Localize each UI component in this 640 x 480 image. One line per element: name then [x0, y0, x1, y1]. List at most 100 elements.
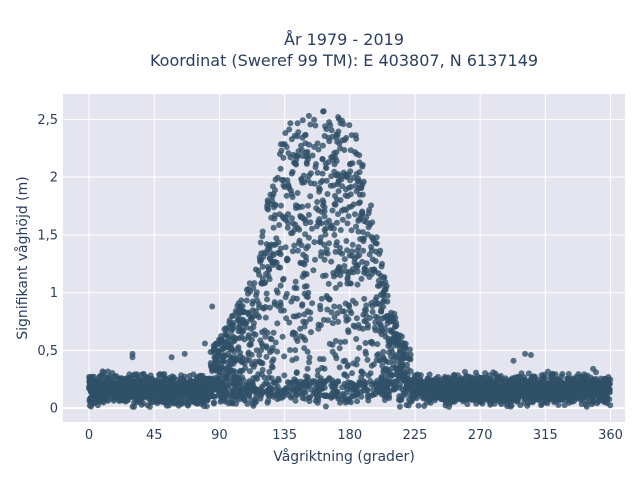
data-point	[334, 138, 341, 145]
data-point	[289, 215, 295, 222]
data-point	[256, 271, 262, 278]
data-point	[192, 377, 199, 384]
data-point	[384, 292, 391, 299]
data-point	[293, 152, 300, 159]
data-point	[358, 388, 364, 395]
data-point	[269, 344, 276, 351]
data-point	[284, 224, 291, 231]
data-point	[460, 387, 467, 394]
data-point	[498, 384, 505, 391]
data-point	[218, 369, 225, 376]
data-point	[103, 391, 110, 397]
data-point	[291, 284, 298, 291]
data-point	[318, 208, 325, 215]
data-point	[564, 378, 571, 385]
data-point	[342, 338, 349, 345]
data-point	[601, 398, 607, 405]
data-point	[415, 402, 422, 409]
data-point	[382, 325, 388, 332]
data-point	[321, 241, 328, 248]
data-point	[282, 244, 289, 251]
data-point	[367, 314, 373, 321]
data-point	[368, 202, 375, 209]
data-point	[561, 402, 568, 409]
data-point	[426, 397, 433, 404]
data-point	[337, 227, 344, 233]
data-point	[121, 396, 128, 403]
data-point	[102, 378, 109, 385]
data-point	[245, 332, 252, 339]
data-point	[329, 207, 336, 214]
data-point	[324, 250, 331, 257]
data-point	[361, 218, 368, 225]
data-point	[347, 307, 353, 314]
data-point	[289, 168, 296, 175]
chart-title-line2: Koordinat (Sweref 99 TM): E 403807, N 61…	[150, 51, 538, 70]
data-point	[342, 173, 349, 180]
x-tick-label: 315	[533, 428, 558, 443]
data-point	[207, 360, 214, 367]
data-point	[346, 396, 353, 403]
data-point	[355, 200, 362, 207]
data-point	[270, 329, 277, 336]
data-point	[438, 386, 444, 393]
data-point	[491, 372, 498, 379]
data-point	[312, 164, 319, 171]
data-point	[225, 335, 232, 342]
data-point	[327, 182, 334, 189]
data-point	[333, 242, 340, 249]
data-point	[332, 248, 339, 255]
data-point	[321, 133, 328, 139]
data-point	[318, 382, 325, 389]
data-point	[332, 352, 339, 359]
x-tick-label: 225	[403, 428, 428, 443]
data-point	[334, 310, 341, 317]
data-point	[276, 151, 283, 157]
data-point	[302, 140, 309, 147]
data-point	[589, 391, 596, 398]
data-point	[335, 114, 342, 121]
data-point	[230, 334, 237, 340]
data-point	[266, 304, 273, 311]
data-point	[281, 372, 288, 379]
data-point	[322, 378, 329, 384]
data-point	[362, 340, 369, 346]
data-point	[277, 282, 284, 289]
data-point	[290, 220, 296, 227]
data-point	[211, 399, 217, 406]
data-point	[522, 350, 529, 357]
data-point	[461, 396, 468, 403]
x-tick-label: 0	[85, 428, 93, 443]
data-point	[301, 345, 308, 352]
data-point	[311, 239, 318, 246]
data-point	[344, 193, 351, 200]
data-point	[342, 186, 349, 193]
data-point	[358, 368, 365, 375]
data-point	[367, 339, 374, 346]
data-point	[444, 395, 451, 402]
data-point	[260, 304, 267, 311]
data-point	[386, 349, 392, 356]
data-point	[256, 352, 263, 359]
data-point	[277, 299, 284, 306]
data-point	[353, 336, 360, 342]
data-point	[256, 301, 262, 308]
data-point	[556, 385, 563, 392]
data-point	[303, 271, 310, 278]
x-axis-label: Vågriktning (grader)	[273, 448, 415, 465]
data-point	[569, 390, 576, 397]
data-point	[163, 402, 170, 409]
data-point	[243, 297, 250, 304]
data-point	[227, 357, 234, 364]
data-point	[359, 191, 366, 198]
data-point	[312, 122, 319, 129]
data-point	[350, 381, 357, 388]
data-point	[210, 342, 217, 349]
data-point	[236, 396, 242, 403]
data-point	[239, 303, 246, 309]
data-point	[512, 374, 519, 381]
data-point	[331, 232, 338, 238]
y-tick-label: 1	[50, 286, 58, 301]
data-point	[305, 155, 312, 162]
data-point	[275, 239, 282, 246]
